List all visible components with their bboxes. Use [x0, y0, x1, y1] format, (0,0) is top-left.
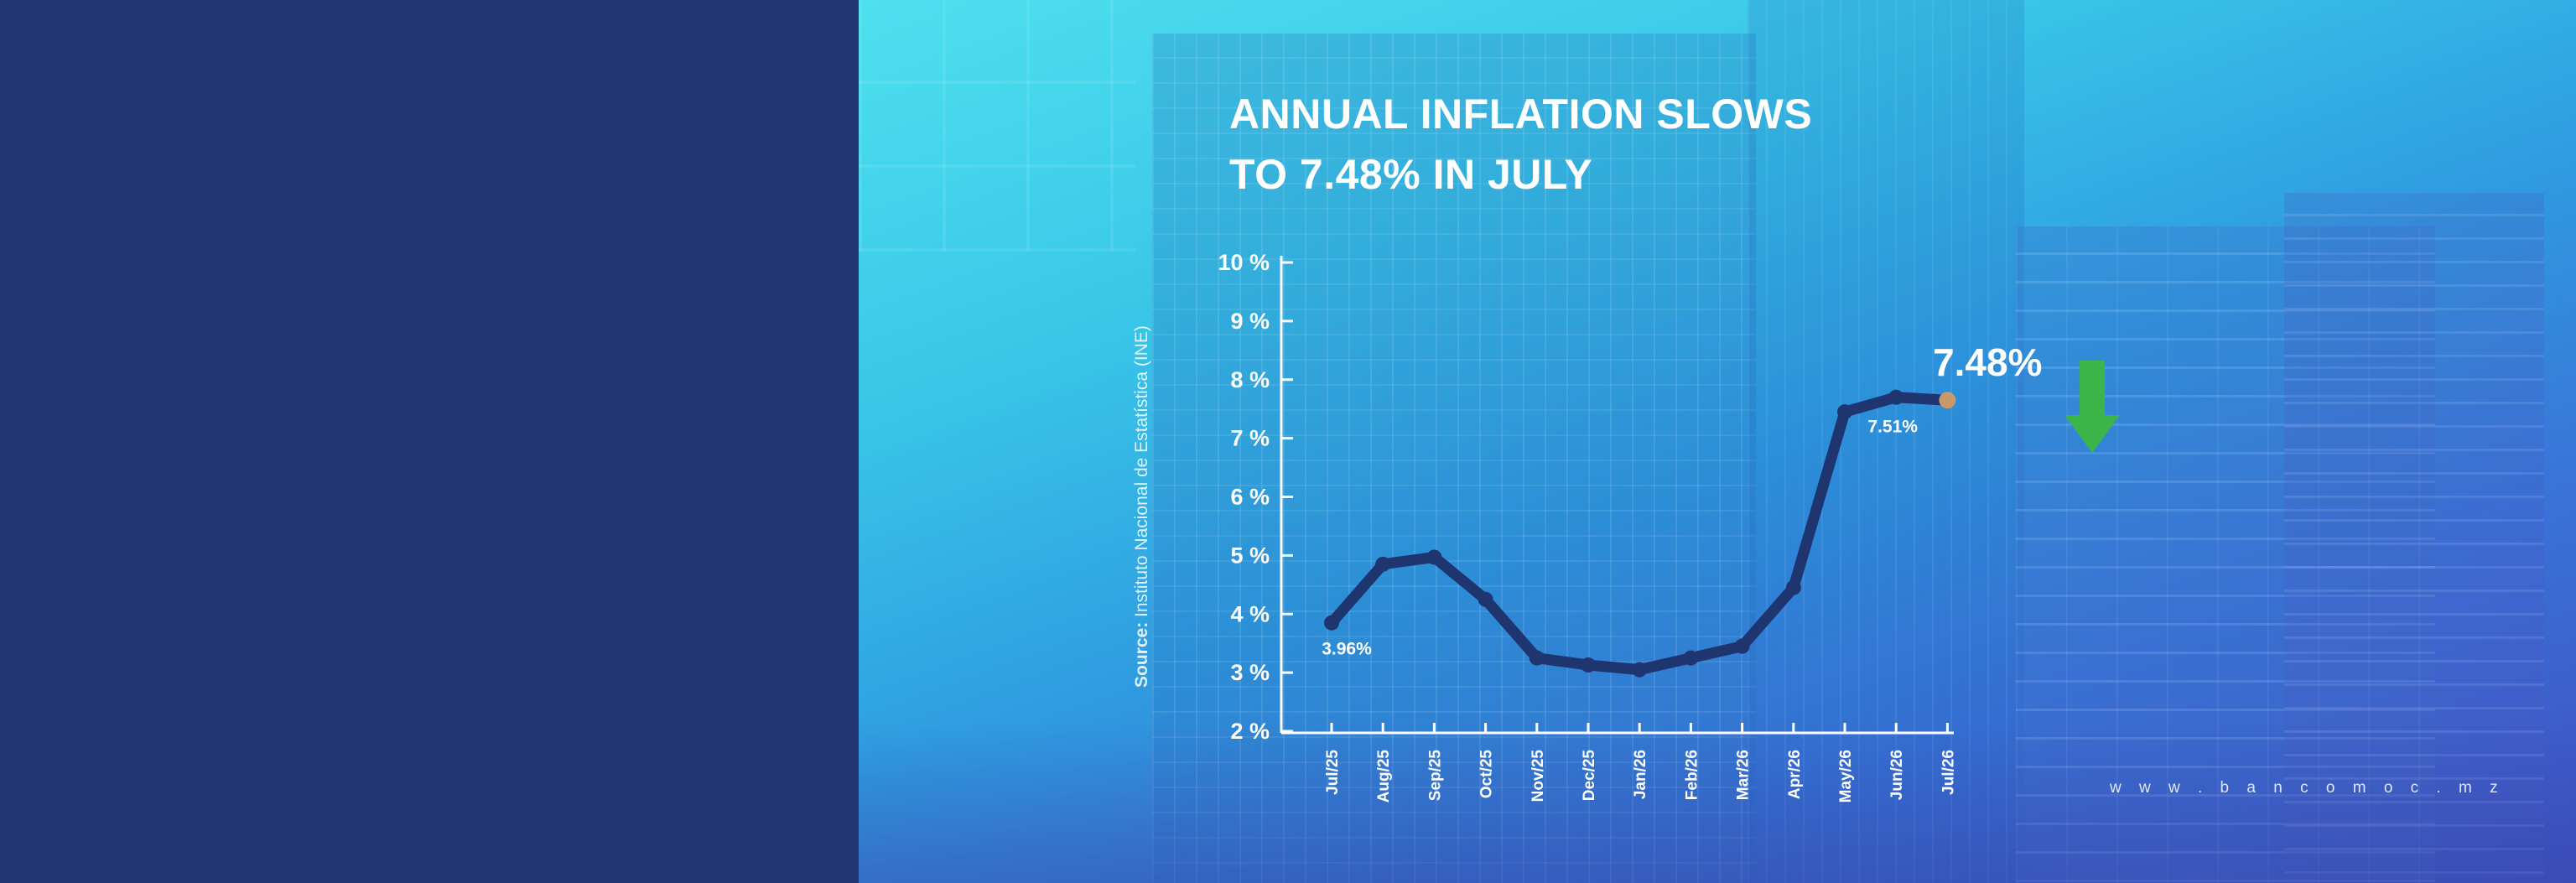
data-point	[1837, 404, 1852, 420]
chart-title-line-1: ANNUAL INFLATION SLOWS	[1229, 91, 1813, 138]
chart-annotations: 3.96% 7.51% 7.48%	[1322, 340, 2120, 659]
x-tick-label: May/26	[1837, 750, 1855, 802]
source-label: Source:	[1132, 622, 1151, 688]
x-tick-label: Nov/25	[1530, 750, 1547, 802]
x-axis-ticks: Jul/25 Aug/25 Sep/25 Oct/25 Nov/25 Dec/25 Jan/…	[1324, 723, 1957, 802]
y-tick-label: 4 %	[1230, 601, 1270, 626]
inflation-line	[1326, 392, 1953, 676]
y-tick-label: 9 %	[1230, 309, 1270, 334]
data-point	[1529, 650, 1545, 666]
data-point	[1734, 638, 1750, 654]
label-first-value: 3.96%	[1322, 640, 1372, 659]
background-building-main	[1152, 34, 1756, 883]
y-tick-label: 7 %	[1230, 426, 1270, 451]
chart-axes	[1280, 256, 1954, 735]
y-tick-label: 8 %	[1230, 367, 1270, 392]
inflation-series	[1324, 389, 1956, 678]
background-building-far	[2284, 193, 2544, 883]
y-tick-label: 10 %	[1218, 250, 1270, 275]
source-text: Instituto Nacional de Estatística (INE)	[1132, 325, 1151, 622]
data-point	[1888, 389, 1904, 405]
x-tick-label: Jul/25	[1324, 750, 1342, 795]
background-building-top	[859, 0, 1135, 252]
data-point	[1375, 556, 1391, 572]
y-tick-label: 6 %	[1230, 485, 1270, 510]
down-arrow-icon	[2064, 361, 2120, 453]
background-ground	[859, 721, 2576, 883]
x-tick-label: Mar/26	[1735, 750, 1753, 800]
data-point	[1426, 549, 1442, 565]
x-tick-label: Jul/26	[1940, 750, 1957, 795]
x-tick-label: Aug/25	[1375, 750, 1393, 803]
data-point	[1632, 662, 1648, 678]
x-tick-label: Sep/25	[1426, 750, 1444, 802]
data-point	[1324, 615, 1339, 631]
source-note: Source: Instituto Nacional de Estatístic…	[1132, 325, 1151, 688]
x-tick-label: Jan/26	[1632, 750, 1649, 799]
y-axis-ticks: 2 % 3 % 4 % 5 % 6 % 7 % 8 % 9 % 10 %	[1218, 250, 1293, 744]
x-tick-label: Oct/25	[1478, 750, 1496, 799]
hero-background	[859, 0, 2576, 883]
x-tick-label: Feb/26	[1683, 750, 1701, 800]
y-tick-label: 2 %	[1230, 719, 1270, 744]
background-building-mid	[1748, 0, 2024, 883]
y-tick-label: 3 %	[1230, 660, 1270, 685]
x-tick-label: Dec/25	[1581, 750, 1598, 802]
data-point	[1683, 650, 1699, 666]
left-panel	[0, 0, 859, 883]
x-tick-label: Apr/26	[1786, 750, 1804, 799]
y-tick-label: 5 %	[1230, 543, 1270, 568]
data-point-current	[1939, 392, 1956, 409]
background-building-right	[2016, 226, 2435, 883]
chart-title: ANNUAL INFLATION SLOWS TO 7.48% IN JULY	[1229, 84, 1812, 205]
data-point	[1581, 657, 1596, 673]
data-point	[1478, 591, 1493, 607]
website-url: w w w . b a n c o m o c . m z	[2110, 779, 2505, 797]
label-previous-value: 7.51%	[1867, 418, 1918, 437]
label-current-value: 7.48%	[1933, 340, 2042, 384]
x-tick-label: Jun/26	[1888, 750, 1906, 800]
chart-title-line-2: TO 7.48% IN JULY	[1229, 151, 1593, 198]
data-point	[1785, 579, 1801, 595]
